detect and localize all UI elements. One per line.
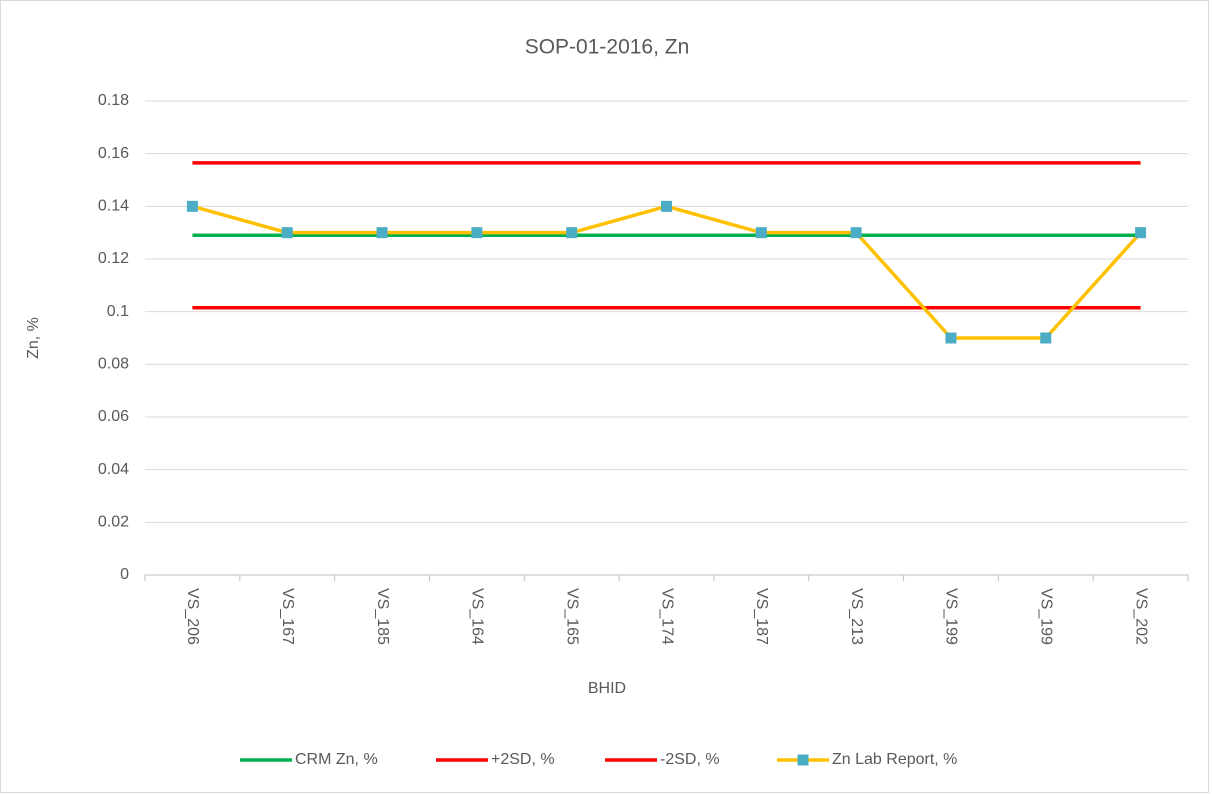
y-tick-label: 0.18 [98, 92, 129, 109]
y-tick-label: 0.12 [98, 250, 129, 267]
point-marker [281, 227, 293, 239]
x-tick-label: VS_164 [469, 588, 486, 645]
y-tick-label: 0.14 [98, 198, 129, 215]
point-marker [850, 227, 862, 239]
legend-marker [797, 754, 809, 766]
y-tick-label: 0.04 [98, 461, 129, 478]
x-tick-label: VS_202 [1132, 588, 1149, 645]
y-tick-label: 0.16 [98, 145, 129, 162]
x-tick-label: VS_185 [374, 588, 391, 645]
x-tick-label: VS_165 [563, 588, 580, 645]
x-tick-label: VS_167 [279, 588, 296, 645]
point-marker [945, 332, 957, 344]
point-marker [661, 200, 672, 212]
legend-label: CRM Zn, % [295, 751, 378, 768]
x-tick-label: VS_187 [753, 588, 770, 645]
legend-label: -2SD, % [660, 751, 720, 768]
y-tick-label: 0.1 [107, 303, 129, 320]
point-marker [376, 227, 388, 239]
chart-title: SOP-01-2016, Zn [525, 36, 690, 59]
x-tick-label: VS_199 [943, 588, 960, 645]
x-tick-label: VS_199 [1038, 588, 1055, 645]
legend-label: Zn Lab Report, % [832, 751, 957, 768]
y-tick-label: 0 [120, 566, 129, 583]
y-tick-label: 0.08 [98, 356, 129, 373]
point-marker [1135, 227, 1147, 239]
x-tick-label: VS_213 [848, 588, 865, 645]
x-tick-label: VS_174 [658, 588, 675, 645]
x-tick-label: VS_206 [184, 588, 201, 645]
point-marker [755, 227, 767, 239]
y-tick-label: 0.06 [98, 408, 129, 425]
point-marker [471, 227, 483, 239]
y-tick-label: 0.02 [98, 514, 129, 531]
point-marker [1040, 332, 1052, 344]
point-marker [566, 227, 578, 239]
y-axis-label: Zn, % [25, 317, 42, 359]
point-marker [186, 200, 198, 212]
x-axis-label: BHID [588, 680, 626, 697]
legend-label: +2SD, % [491, 751, 555, 768]
